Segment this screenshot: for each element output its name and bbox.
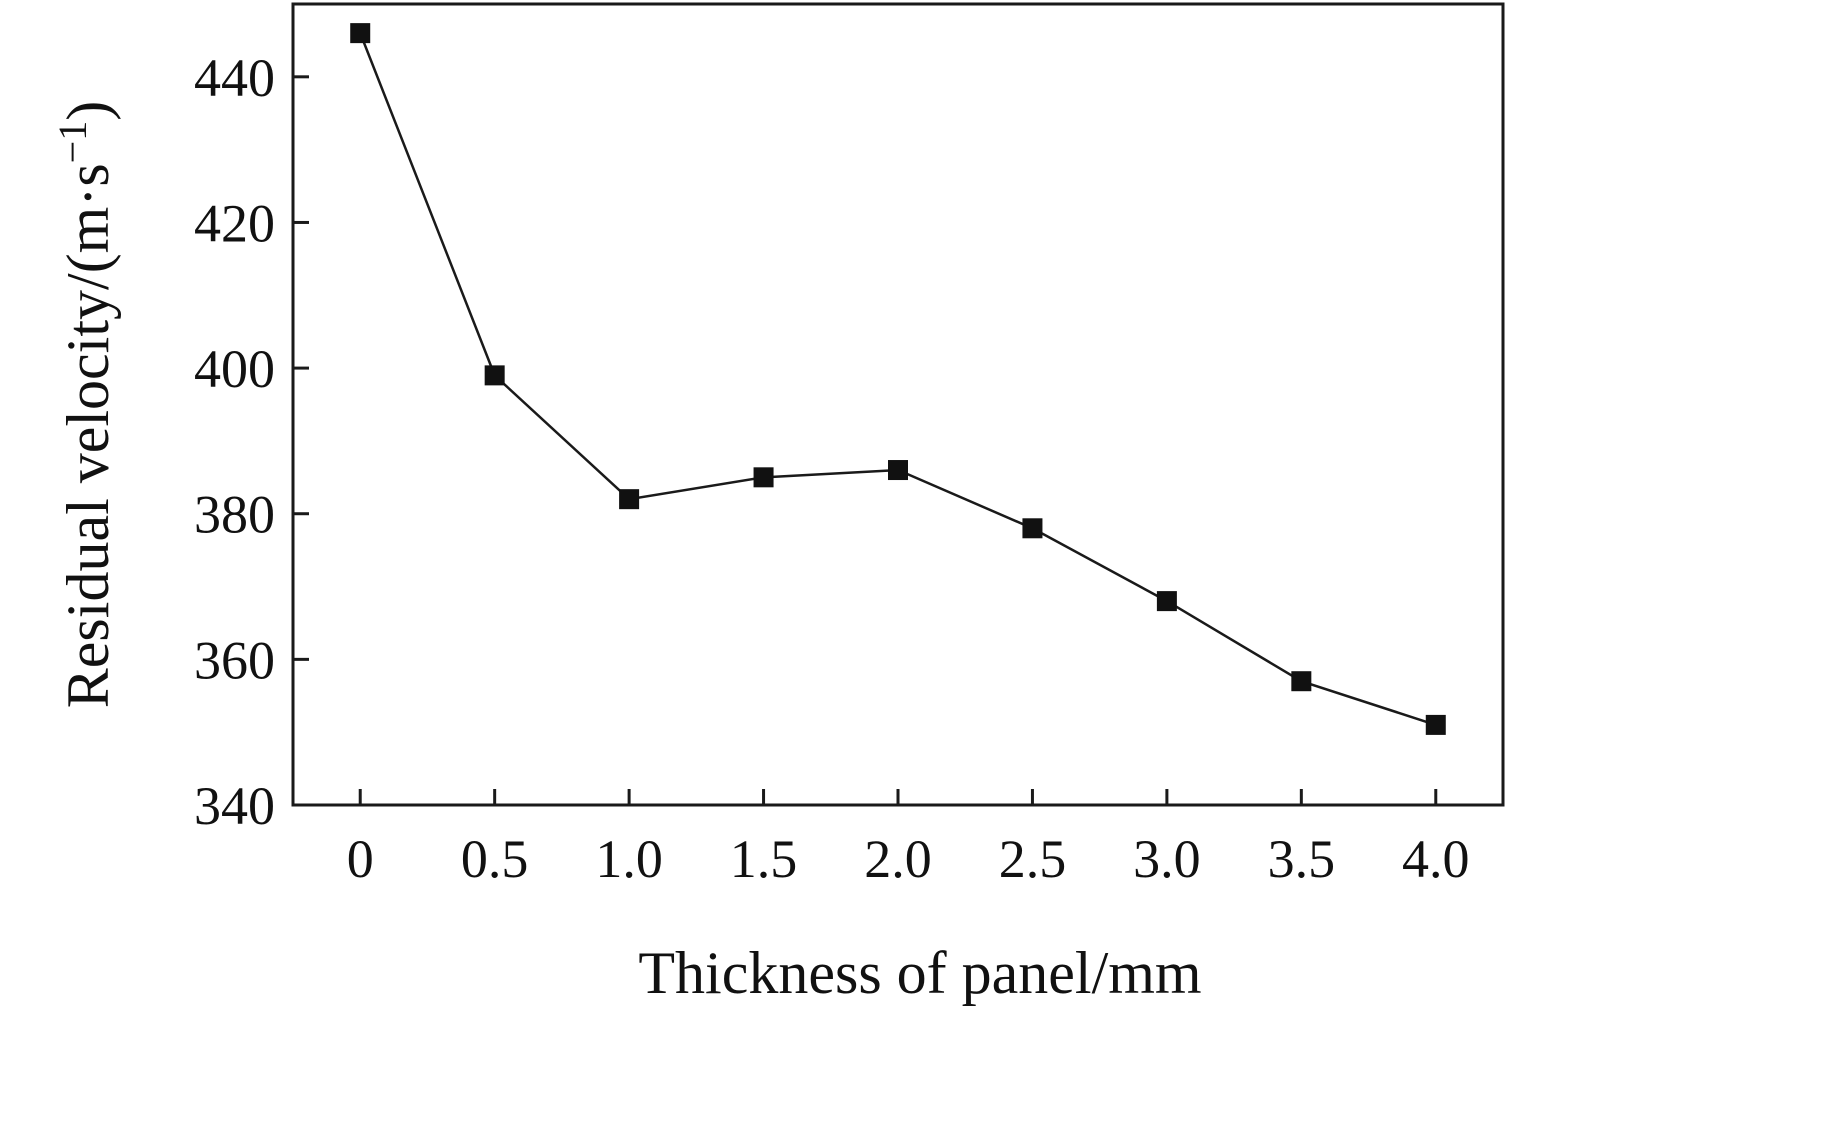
data-point-marker bbox=[484, 365, 505, 386]
x-tick-label: 4.0 bbox=[1402, 829, 1470, 889]
data-point-marker bbox=[1425, 714, 1446, 735]
data-point-marker bbox=[888, 460, 908, 481]
y-axis-label-exponent: −1 bbox=[50, 121, 95, 164]
y-tick-label: 440 bbox=[194, 48, 275, 108]
y-tick-label: 400 bbox=[194, 339, 275, 399]
y-axis-label-text: Residual velocity/(m·s bbox=[55, 163, 121, 708]
x-axis-label: Thickness of panel/mm bbox=[638, 940, 1201, 1006]
y-axis-label-close: ) bbox=[55, 101, 121, 121]
data-line bbox=[359, 32, 1437, 727]
y-tick-label: 420 bbox=[194, 193, 275, 253]
plot-border bbox=[291, 2, 1505, 807]
x-tick-label: 1.5 bbox=[730, 829, 798, 889]
y-tick-label: 380 bbox=[194, 485, 275, 545]
data-point-marker bbox=[1156, 591, 1177, 612]
y-axis-label: Residual velocity/(m·s−1) bbox=[50, 101, 121, 708]
y-tick-label: 360 bbox=[194, 630, 275, 690]
data-point-marker bbox=[1022, 518, 1043, 539]
data-point-marker bbox=[753, 467, 774, 488]
x-tick-label: 2.0 bbox=[864, 829, 932, 889]
data-point-marker bbox=[1291, 671, 1312, 692]
data-point-marker bbox=[350, 23, 371, 44]
x-tick-label: 0.5 bbox=[461, 829, 529, 889]
y-tick-label: 340 bbox=[194, 776, 275, 836]
x-tick-label: 3.5 bbox=[1268, 829, 1336, 889]
x-tick-label: 3.0 bbox=[1133, 829, 1201, 889]
x-tick-label: 2.5 bbox=[999, 829, 1067, 889]
data-point-marker bbox=[619, 489, 640, 510]
x-tick-label: 1.0 bbox=[595, 829, 663, 889]
x-tick-label: 0 bbox=[347, 829, 374, 889]
